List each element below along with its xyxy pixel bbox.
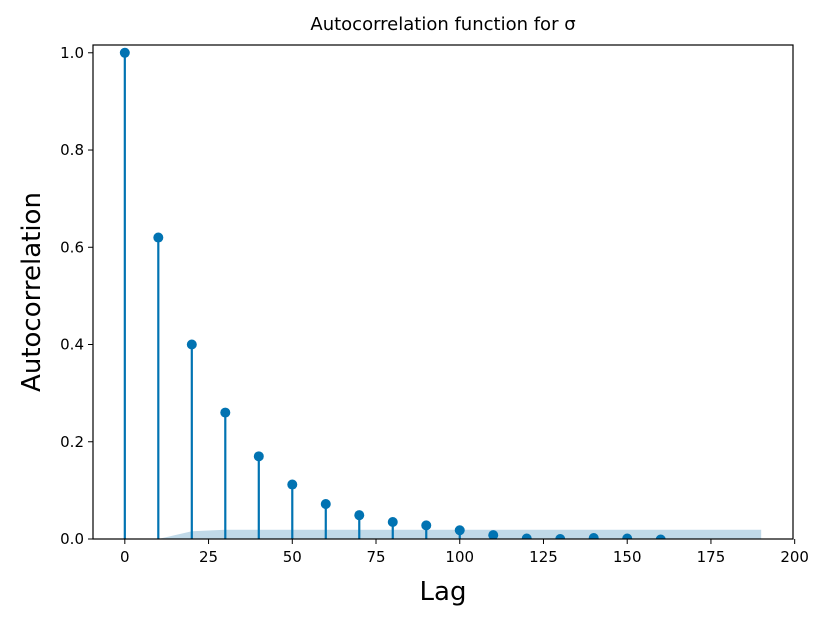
stem-marker bbox=[488, 530, 499, 539]
x-tick-label: 75 bbox=[366, 548, 385, 566]
stem-marker bbox=[555, 534, 566, 539]
y-tick-label: 0.0 bbox=[60, 530, 84, 548]
y-tick-label: 1.0 bbox=[60, 44, 84, 62]
stem-marker bbox=[454, 525, 465, 536]
chart-title: Autocorrelation function for σ bbox=[310, 14, 575, 35]
x-tick-label: 0 bbox=[120, 548, 130, 566]
stem-marker bbox=[119, 47, 130, 58]
stem-marker bbox=[287, 479, 298, 490]
x-axis-label: Lag bbox=[420, 577, 467, 607]
stem-marker bbox=[186, 339, 197, 350]
x-tick-label: 200 bbox=[780, 548, 809, 566]
y-tick-label: 0.2 bbox=[60, 433, 84, 451]
x-tick-label: 50 bbox=[283, 548, 302, 566]
stem-marker bbox=[622, 533, 633, 539]
stem-marker bbox=[387, 516, 398, 527]
plot-frame bbox=[92, 44, 794, 540]
x-tick-label: 100 bbox=[445, 548, 474, 566]
stem-marker bbox=[220, 407, 231, 418]
y-axis-label: Autocorrelation bbox=[17, 192, 47, 392]
stem-marker bbox=[253, 451, 264, 462]
stem-marker bbox=[153, 232, 164, 243]
stem-marker bbox=[521, 533, 532, 539]
stem-marker bbox=[320, 498, 331, 509]
y-tick-label: 0.4 bbox=[60, 336, 84, 354]
stem-marker bbox=[354, 510, 365, 521]
y-tick-label: 0.6 bbox=[60, 238, 84, 256]
stem-marker bbox=[588, 533, 599, 539]
stem-marker bbox=[655, 534, 666, 539]
x-tick-label: 175 bbox=[697, 548, 726, 566]
x-tick-label: 125 bbox=[529, 548, 558, 566]
x-tick-label: 25 bbox=[199, 548, 218, 566]
x-tick-label: 150 bbox=[613, 548, 642, 566]
y-tick-label: 0.8 bbox=[60, 141, 84, 159]
stem-marker bbox=[421, 520, 432, 531]
